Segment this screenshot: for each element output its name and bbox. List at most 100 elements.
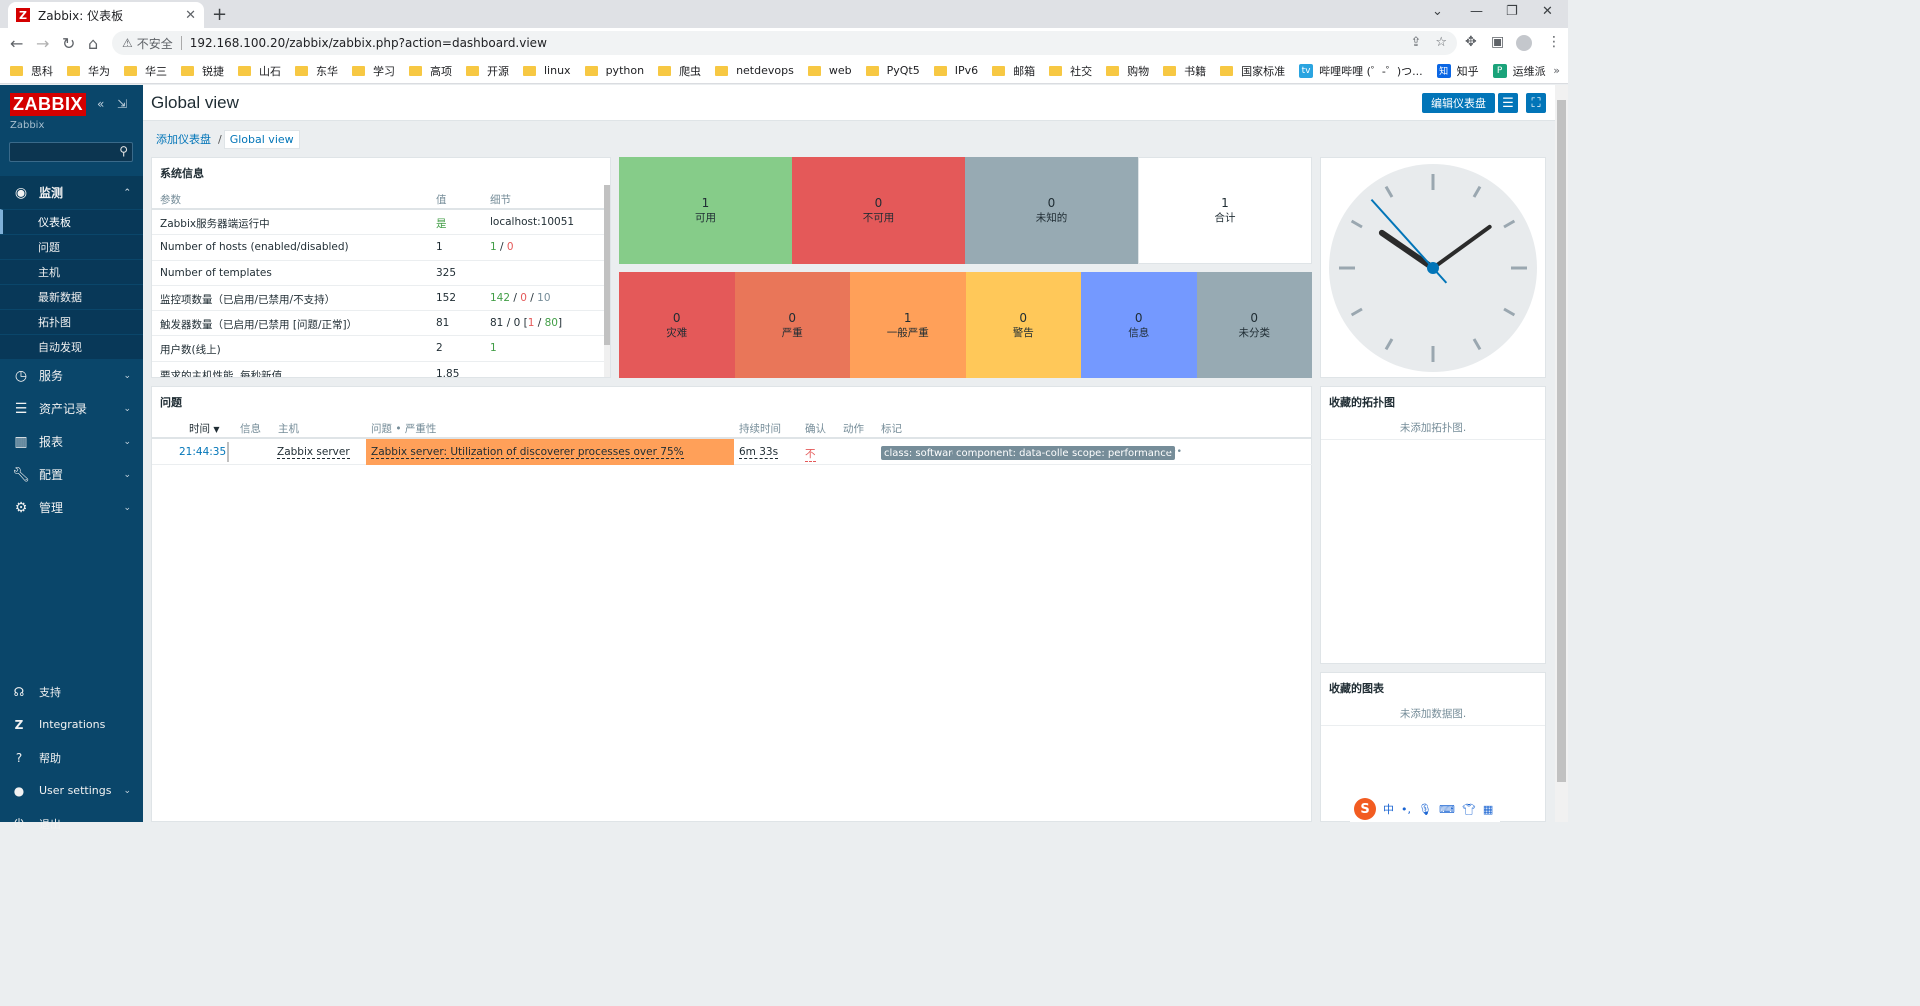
availability-tile-available[interactable]: 1 可用 [619, 157, 792, 264]
availability-tile-unknown[interactable]: 0 未知的 [965, 157, 1138, 264]
acknowledge-link[interactable]: 不 [805, 448, 816, 462]
warning-icon[interactable]: ⚠ [122, 36, 133, 50]
kiosk-mode-icon[interactable]: ⇲ [117, 97, 128, 111]
bookmark-folder[interactable]: IPv6 [933, 64, 978, 77]
widget-scrollbar[interactable] [604, 185, 610, 377]
bookmark-folder[interactable]: 书籍 [1163, 63, 1206, 79]
menu-inventory[interactable]: ☰ 资产记录 ⌄ [0, 392, 143, 425]
scrollbar-thumb[interactable] [1557, 100, 1566, 782]
sogou-ime-icon[interactable]: S [1354, 798, 1376, 820]
skin-icon[interactable]: 👕︎ [1461, 802, 1476, 816]
severity-tile-disaster[interactable]: 0 灾难 [619, 272, 735, 378]
page-scrollbar[interactable] [1555, 85, 1568, 822]
bookmark-folder[interactable]: 华三 [124, 63, 167, 79]
severity-tile-average[interactable]: 1 一般严重 [850, 272, 966, 378]
zabbix-logo[interactable]: ZABBIX [10, 93, 86, 116]
bookmark-folder[interactable]: linux [523, 64, 571, 77]
menu-configuration[interactable]: 🔧︎ 配置 ⌄ [0, 458, 143, 491]
window-close-icon[interactable]: ✕ [1542, 4, 1553, 19]
bookmark-folder[interactable]: 东华 [295, 63, 338, 79]
more-tags-icon[interactable]: ••• [1166, 447, 1182, 457]
severity-tile-warning[interactable]: 0 警告 [965, 272, 1081, 378]
breadcrumb-current[interactable]: Global view [223, 129, 300, 149]
tag-badge[interactable]: scope: performance [1069, 446, 1175, 460]
menu-administration[interactable]: ⚙ 管理 ⌄ [0, 491, 143, 524]
menu-support[interactable]: ☊ 支持 [0, 675, 143, 708]
forward-icon[interactable]: → [36, 34, 50, 53]
minimize-icon[interactable]: — [1470, 4, 1483, 19]
keyboard-icon[interactable]: ⌨ [1438, 802, 1455, 816]
menu-integrations[interactable]: Z Integrations [0, 708, 143, 741]
bookmark-folder[interactable]: 华为 [67, 63, 110, 79]
search-icon[interactable]: ⚲ [119, 144, 128, 158]
bookmark-folder[interactable]: 开源 [466, 63, 509, 79]
submenu-problems[interactable]: 问题 [0, 234, 143, 259]
share-icon[interactable]: ⇪ [1410, 35, 1422, 50]
bookmark-yunweipai[interactable]: P 运维派 [1492, 63, 1546, 79]
bookmark-folder[interactable]: 思科 [10, 63, 53, 79]
fullscreen-button[interactable]: ⛶ [1526, 93, 1546, 113]
problem-name-link[interactable]: Zabbix server: Utilization of discoverer… [371, 446, 684, 459]
back-icon[interactable]: ← [10, 34, 24, 53]
bookmark-folder[interactable]: 邮箱 [992, 63, 1035, 79]
bookmark-zhihu[interactable]: 知知乎 [1436, 63, 1479, 79]
profile-avatar[interactable] [1516, 35, 1532, 51]
ime-punctuation-toggle[interactable]: •, [1401, 802, 1411, 816]
bookmark-folder[interactable]: 国家标准 [1220, 63, 1285, 79]
severity-tile-not-classified[interactable]: 0 未分类 [1196, 272, 1312, 378]
severity-tile-information[interactable]: 0 信息 [1081, 272, 1197, 378]
tag-badge[interactable]: component: data-colle... [953, 446, 1082, 460]
bookmark-folder[interactable]: 山石 [238, 63, 281, 79]
security-label[interactable]: 不安全 [136, 36, 173, 51]
bookmark-folder[interactable]: PyQt5 [865, 64, 920, 77]
address-bar[interactable]: ⚠ 不安全 192.168.100.20/zabbix/zabbix.php?a… [112, 31, 1457, 55]
tag-badge[interactable]: class: software [881, 446, 962, 460]
reload-icon[interactable]: ↻ [62, 34, 76, 53]
scrollbar-thumb[interactable] [604, 185, 610, 345]
bookmark-star-icon[interactable]: ☆ [1435, 35, 1447, 50]
home-icon[interactable]: ⌂ [88, 34, 99, 53]
bookmark-bilibili[interactable]: tv 哔哩哔哩 (゜-゜)つ... [1299, 63, 1423, 79]
menu-dots-icon[interactable]: ⋮ [1547, 34, 1561, 50]
new-tab-icon[interactable]: + [212, 4, 228, 25]
bookmark-folder[interactable]: web [807, 64, 852, 77]
search-input[interactable]: ⚲ [9, 142, 133, 162]
bookmark-folder[interactable]: 锐捷 [181, 63, 224, 79]
menu-reports[interactable]: ▥ 报表 ⌄ [0, 425, 143, 458]
microphone-icon[interactable]: 🎙︎ [1418, 802, 1432, 816]
availability-tile-total[interactable]: 1 合计 [1138, 157, 1312, 264]
submenu-maps[interactable]: 拓扑图 [0, 309, 143, 334]
submenu-hosts[interactable]: 主机 [0, 259, 143, 284]
dashboard-actions-button[interactable]: ☰ [1498, 93, 1518, 113]
bookmark-folder[interactable]: 爬虫 [658, 63, 701, 79]
bookmark-folder[interactable]: 购物 [1106, 63, 1149, 79]
bookmark-folder[interactable]: 社交 [1049, 63, 1092, 79]
menu-help[interactable]: ? 帮助 [0, 741, 143, 774]
toolbox-icon[interactable]: ▦ [1482, 802, 1494, 816]
tab-search-icon[interactable]: ⌄ [1432, 4, 1443, 19]
host-link[interactable]: Zabbix server [277, 446, 350, 459]
submenu-discovery[interactable]: 自动发现 [0, 334, 143, 359]
bookmark-folder[interactable]: netdevops [715, 64, 794, 77]
more-bookmarks-icon[interactable]: » [1553, 64, 1560, 77]
duration-link[interactable]: 6m 33s [739, 446, 779, 459]
bookmark-folder[interactable]: 学习 [352, 63, 395, 79]
sidepanel-icon[interactable]: ▣ [1491, 34, 1505, 50]
menu-user-settings[interactable]: ● User settings ⌄ [0, 774, 143, 807]
problem-time-link[interactable]: 21:44:35 [179, 446, 227, 458]
menu-monitoring[interactable]: ◉ 监测 ⌃ [0, 176, 143, 209]
close-tab-icon[interactable]: ✕ [185, 7, 196, 23]
submenu-latest-data[interactable]: 最新数据 [0, 284, 143, 309]
url-text[interactable]: 192.168.100.20/zabbix/zabbix.php?action=… [189, 36, 547, 50]
extensions-icon[interactable]: ✥ [1465, 34, 1477, 50]
menu-services[interactable]: ◷ 服务 ⌄ [0, 359, 143, 392]
sort-time-header[interactable]: 时间 ▼ [189, 421, 220, 436]
breadcrumb-parent[interactable]: 添加仪表盘 [156, 133, 211, 146]
browser-tab[interactable]: Z Zabbix: 仪表板 ✕ [8, 2, 204, 28]
menu-logout[interactable]: ⏻ 退出 [0, 807, 143, 840]
ime-language-toggle[interactable]: 中 [1383, 803, 1394, 816]
edit-dashboard-button[interactable]: 编辑仪表盘 [1422, 93, 1495, 113]
collapse-sidebar-icon[interactable]: « [97, 97, 105, 111]
severity-tile-high[interactable]: 0 严重 [734, 272, 850, 378]
bookmark-folder[interactable]: 高项 [409, 63, 452, 79]
